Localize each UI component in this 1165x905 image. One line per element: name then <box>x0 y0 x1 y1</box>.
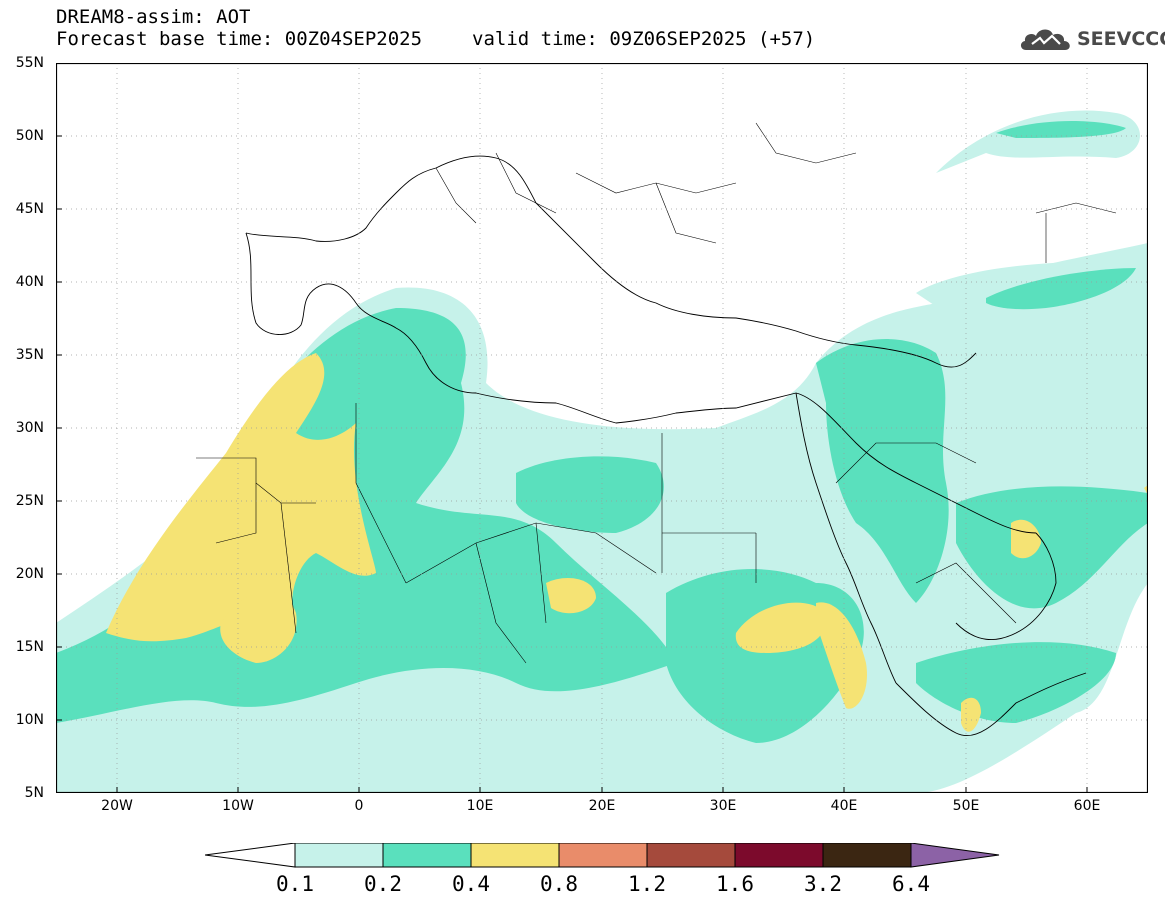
colorbar-label: 0.4 <box>452 872 490 896</box>
lon-label: 20W <box>101 798 133 814</box>
colorbar-label: 0.1 <box>276 872 314 896</box>
lon-label: 50E <box>952 798 980 814</box>
lon-label: 10W <box>222 798 254 814</box>
lon-label: 30E <box>709 798 737 814</box>
lat-label: 5N <box>24 785 44 801</box>
valid-time: valid time: 09Z06SEP2025 (+57) <box>472 28 816 50</box>
country-borders <box>196 122 1117 664</box>
colorbar-swatch <box>734 843 824 868</box>
aot-map <box>56 63 1148 793</box>
colorbar-low-arrow <box>205 843 296 868</box>
axis-ticks <box>56 135 1088 793</box>
coastlines <box>245 155 1087 737</box>
lat-label: 30N <box>15 420 44 436</box>
colorbar-label: 6.4 <box>892 872 930 896</box>
chart-title: DREAM8-assim: AOT <box>56 6 251 28</box>
colorbar-swatch <box>558 843 648 868</box>
colorbar-swatch <box>294 843 384 868</box>
colorbar-swatch <box>822 843 912 868</box>
time-row: Forecast base time: 00Z04SEP2025 valid ti… <box>56 28 815 50</box>
aot-band-0-2 <box>56 121 1148 743</box>
lon-label: 0 <box>354 798 364 814</box>
colorbar-swatch <box>470 843 560 868</box>
graticule <box>56 63 1148 793</box>
lat-label: 15N <box>15 639 44 655</box>
colorbar-label: 1.6 <box>716 872 754 896</box>
colorbar-label: 3.2 <box>804 872 842 896</box>
seevccc-logo: SEEVCCC <box>1018 24 1165 54</box>
colorbar-high-arrow <box>910 843 1000 868</box>
lat-label: 55N <box>15 55 44 71</box>
colorbar-swatch <box>646 843 736 868</box>
base-time: Forecast base time: 00Z04SEP2025 <box>56 28 423 50</box>
colorbar-label: 0.2 <box>364 872 402 896</box>
lat-label: 25N <box>15 493 44 509</box>
colorbar-swatch <box>382 843 472 868</box>
colorbar-label: 1.2 <box>628 872 666 896</box>
chart-header: DREAM8-assim: AOT Forecast base time: 00… <box>56 6 815 50</box>
lat-label: 40N <box>15 274 44 290</box>
colorbar <box>205 843 1000 868</box>
lon-label: 20E <box>588 798 616 814</box>
lat-label: 50N <box>15 128 44 144</box>
colorbar-label: 0.8 <box>540 872 578 896</box>
lon-label: 10E <box>466 798 494 814</box>
lat-label: 45N <box>15 201 44 217</box>
lon-label: 60E <box>1073 798 1101 814</box>
logo-text: SEEVCCC <box>1077 28 1165 50</box>
lat-label: 10N <box>15 712 44 728</box>
aot-band-0-4 <box>106 353 1148 732</box>
lat-label: 20N <box>15 566 44 582</box>
lon-label: 40E <box>830 798 858 814</box>
lat-label: 35N <box>15 347 44 363</box>
cloud-icon <box>1020 29 1070 50</box>
